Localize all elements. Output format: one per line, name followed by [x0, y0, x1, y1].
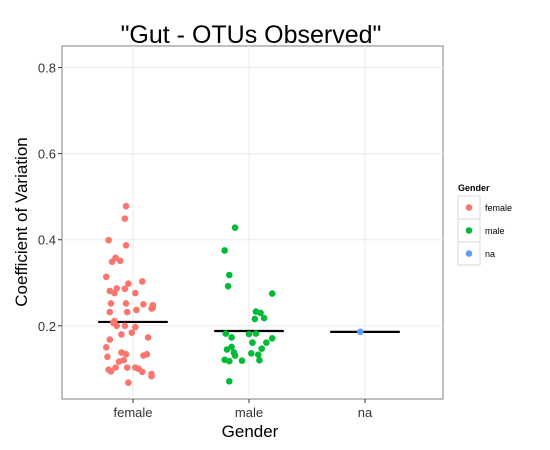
legend-key-male: [465, 227, 473, 234]
data-point-male: [222, 330, 230, 337]
data-point-female: [113, 322, 121, 330]
data-point-female: [121, 285, 129, 293]
data-point-male: [223, 346, 231, 353]
legend-label-female: female: [485, 203, 512, 213]
data-point-na: [357, 328, 364, 336]
chart-title: "Gut - OTUs Observed": [121, 21, 382, 49]
data-point-female: [122, 202, 130, 210]
data-point-male: [263, 339, 270, 346]
y-tick-label: 0.2: [38, 319, 56, 334]
data-point-female: [108, 258, 116, 265]
data-point-female: [122, 350, 130, 358]
x-axis: female male na: [113, 399, 373, 420]
data-point-male: [260, 314, 268, 322]
data-point-female: [121, 322, 129, 330]
data-point-female: [125, 379, 132, 386]
data-point-female: [104, 353, 111, 361]
data-point-female: [128, 329, 136, 337]
data-point-male: [231, 352, 239, 359]
data-point-male: [245, 330, 253, 338]
y-axis-title: Coefficient of Variation: [12, 137, 31, 306]
legend-label-na: na: [485, 249, 495, 259]
point-layer: [103, 202, 364, 386]
data-point-female: [149, 304, 157, 312]
data-point-female: [123, 308, 131, 316]
data-point-male: [254, 351, 262, 358]
data-point-female: [125, 280, 132, 287]
data-point-male: [257, 309, 264, 317]
data-point-female: [122, 300, 130, 307]
data-point-male: [225, 378, 233, 385]
data-point-male: [248, 350, 255, 357]
legend-title: Gender: [458, 183, 490, 193]
y-tick-label: 0.6: [38, 147, 56, 162]
data-point-female: [103, 273, 110, 281]
legend-label-male: male: [485, 226, 505, 236]
data-point-female: [107, 368, 115, 375]
data-point-female: [103, 344, 110, 351]
data-point-male: [251, 315, 259, 323]
plot-area: [61, 45, 444, 400]
legend: Gender female male na: [457, 183, 512, 266]
y-tick-label: 0.4: [38, 233, 56, 248]
data-point-male: [268, 335, 276, 342]
legend-key-female: [465, 204, 473, 211]
data-point-female: [105, 236, 112, 244]
data-point-female: [113, 285, 121, 292]
data-point-female: [118, 331, 125, 338]
x-axis-title: Gender: [222, 422, 279, 441]
data-point-female: [143, 350, 151, 358]
data-point-female: [121, 215, 129, 222]
data-point-female: [107, 300, 115, 307]
data-point-female: [148, 372, 155, 380]
data-point-female: [132, 289, 139, 297]
data-point-female: [106, 287, 114, 295]
data-point-male: [221, 247, 228, 254]
data-point-female: [123, 364, 131, 371]
data-point-female: [106, 308, 114, 316]
y-axis: 0.2 0.4 0.6 0.8: [38, 61, 62, 334]
legend-entries: female male na: [457, 195, 512, 266]
y-tick-label: 0.8: [38, 61, 56, 76]
data-point-female: [144, 334, 152, 341]
data-point-male: [238, 357, 246, 364]
panel-border: [61, 45, 444, 400]
data-point-female: [120, 356, 128, 364]
data-point-male: [249, 339, 256, 346]
data-point-female: [140, 300, 147, 308]
data-point-male: [268, 290, 276, 297]
x-tick-label: na: [358, 405, 373, 420]
data-point-female: [138, 368, 146, 376]
data-point-male: [225, 357, 233, 365]
legend-key-na: [465, 250, 473, 257]
data-point-female: [112, 364, 119, 371]
data-point-male: [252, 330, 260, 337]
data-point-female: [116, 257, 124, 265]
data-point-male: [225, 271, 233, 279]
data-point-female: [106, 336, 114, 343]
data-point-male: [228, 334, 235, 341]
data-point-female: [132, 323, 139, 331]
data-point-male: [258, 345, 266, 352]
x-tick-label: male: [235, 405, 263, 420]
x-tick-label: female: [113, 405, 152, 420]
data-point-male: [224, 282, 232, 290]
data-point-male: [231, 224, 239, 231]
data-point-male: [256, 356, 263, 364]
data-point-female: [133, 306, 140, 314]
data-point-female: [122, 242, 130, 249]
data-point-female: [138, 278, 146, 285]
